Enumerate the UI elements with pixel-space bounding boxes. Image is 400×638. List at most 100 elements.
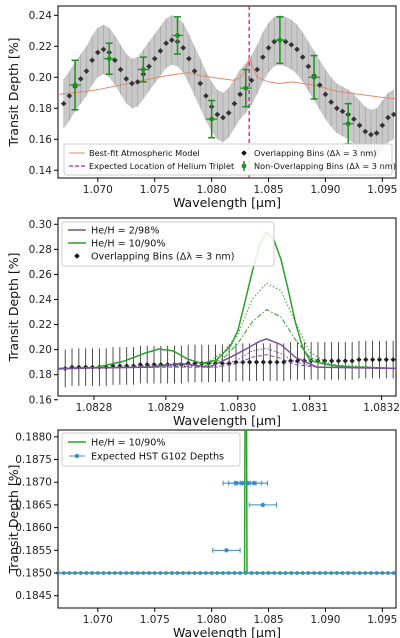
baseline-point [147,571,151,575]
baseline-point [192,571,197,575]
x-tick-label: 1.075 [140,184,170,196]
baseline-point [124,571,129,575]
baseline-point [186,571,191,575]
overlap-point [134,79,141,85]
legend-3: He/H = 10/90% Expected HST G102 Depths [61,432,241,467]
y-tick-label: 0.16 [29,134,53,146]
overlap-point [89,57,95,64]
overlap-point-2 [151,362,157,368]
legend-label-helium: Expected Location of Helium Triplet [89,161,235,171]
baseline-point [312,571,316,575]
x-tick-label: 1.095 [367,614,397,626]
overlap-point-2 [356,357,362,363]
axes-2: 1.0828 1.0829 1.0830 1.0831 1.0832 0.16 0.18 0.… [6,219,400,428]
overlap-point-2 [335,358,342,364]
overlap-point [368,131,374,138]
y-tick-label: 0.22 [29,41,52,53]
overlap-point [225,110,232,116]
model-curve-3 [57,338,397,370]
overlap-point [356,122,363,129]
overlap-point [220,114,226,121]
overlap-point [316,82,323,88]
nonoverlap-point [311,74,317,80]
overlap-point-2 [130,363,137,369]
overlap-point-2 [110,363,116,369]
model-line [57,57,397,100]
legend-label-10-90: He/H = 10/90% [91,239,165,250]
legend-box [63,143,393,176]
baseline-point [181,571,186,575]
baseline-point [260,571,265,575]
x-tick-label: 1.070 [83,184,113,196]
baseline-point [169,571,174,575]
overlap-point [123,76,130,82]
y-axis-label: Transit Depth [%] [6,252,21,362]
legend-1: Best-fit Atmospheric Model Expected Locat… [63,143,396,176]
overlap-point [288,41,295,48]
baseline-point [152,571,157,575]
y-tick-label: 0.24 [29,10,53,22]
model-lines-2 [57,231,397,370]
baseline-point [221,571,225,575]
x-tick-label: 1.085 [254,184,284,196]
baseline-point [130,571,134,575]
x-tick-label: 1.080 [197,184,227,196]
overlap-point-2 [240,359,246,365]
baseline-point [255,571,260,575]
y-tick-label: 0.1870 [15,477,52,489]
baseline-point [204,571,208,575]
baseline-point [243,571,248,575]
error-band-1 [63,15,394,160]
baseline-point [61,571,66,575]
x-tick-label: 1.0831 [291,402,328,414]
overlap-point-2 [288,358,294,364]
baseline-point [90,571,95,575]
overlap-point [231,100,238,107]
overlap-point [203,93,209,99]
legend-box-2 [61,221,275,267]
overlap-point [299,54,306,60]
baseline-point [107,571,112,575]
overlap-point [339,108,346,115]
x-tick-label: 1.0829 [147,402,184,414]
baseline-point [158,571,163,575]
overlap-point [322,91,329,98]
baseline-point [317,571,322,575]
nonoverlap-point [243,85,249,91]
overlap-point [351,116,357,122]
baseline-point [232,571,237,575]
legend-label-model: Best-fit Atmospheric Model [89,148,200,158]
overlap-point-2 [233,359,239,365]
baseline-point [249,571,254,575]
overlap-point-2 [363,357,369,363]
x-tick-label: 1.075 [140,614,170,626]
overlap-point [254,66,260,73]
y-tick-label: 0.20 [29,72,52,84]
baseline-point [238,571,242,575]
legend-swatch-overlap-2 [74,253,80,259]
overlap-point [248,77,255,84]
overlap-point-2 [370,357,376,363]
legend-label-model-3: He/H = 10/90% [91,438,165,449]
overlap-point-2 [376,357,383,363]
y-tick-label: 0.14 [29,165,53,177]
baseline-point [198,571,203,575]
model-curve-0 [57,231,397,370]
nonoverlap-point [72,82,78,88]
x-axis-label: Wavelength [μm] [173,195,281,210]
overlap-point [180,45,186,51]
baseline-point [118,571,123,575]
baseline-point [164,571,169,575]
panel-helium-overview: 1.070 1.075 1.080 1.085 1.090 1.095 0.14 0.16 0.… [6,5,397,210]
y-tick-label: 0.22 [29,319,52,331]
nonoverlap-point [345,121,351,127]
nonoverlap-point [140,67,146,72]
overlap-point [100,46,107,53]
y-tick-label: 0.1875 [15,454,52,466]
uncertainty-band [63,15,394,160]
overlap-point-2 [247,359,253,365]
y-tick-label: 0.20 [29,344,52,356]
panel-helium-zoom: 1.0828 1.0829 1.0830 1.0831 1.0832 0.16 0.18 0.… [6,217,400,428]
overlap-point-2 [281,359,287,365]
baseline-point [329,571,334,575]
